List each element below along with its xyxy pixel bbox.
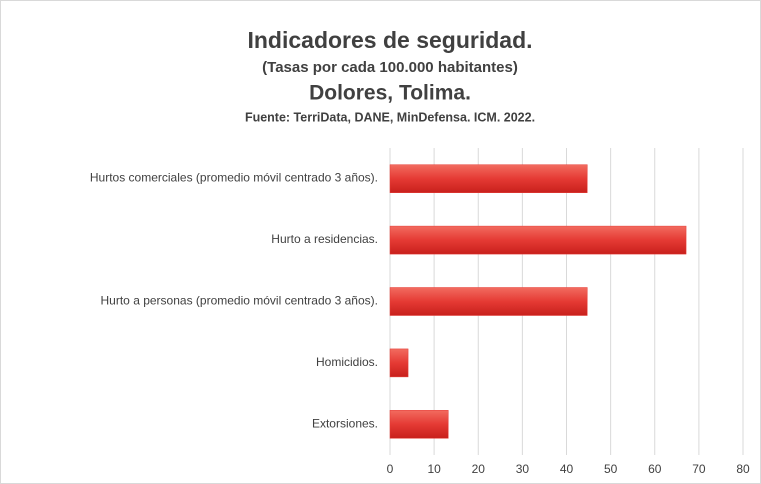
- x-tick-label: 30: [516, 462, 530, 476]
- x-tick-label: 40: [560, 462, 574, 476]
- chart-source: Fuente: TerriData, DANE, MinDefensa. ICM…: [245, 110, 535, 124]
- y-tick-label: Hurtos comerciales (promedio móvil centr…: [90, 171, 378, 185]
- x-tick-label: 50: [604, 462, 618, 476]
- chart-location: Dolores, Tolima.: [309, 82, 471, 105]
- x-tick-label: 60: [648, 462, 662, 476]
- bar: [389, 225, 687, 255]
- bar: [389, 410, 449, 439]
- x-tick-label: 80: [736, 462, 750, 476]
- chart-title: Indicadores de seguridad.: [247, 27, 532, 53]
- x-tick-label: 20: [472, 462, 486, 476]
- y-tick-label: Hurto a residencias.: [271, 232, 378, 246]
- bar: [389, 287, 588, 316]
- y-tick-label: Hurto a personas (promedio móvil centrad…: [101, 294, 378, 308]
- x-tick-label: 0: [387, 462, 394, 476]
- x-tick-label: 70: [692, 462, 706, 476]
- x-tick-label: 10: [427, 462, 441, 476]
- y-tick-label: Extorsiones.: [312, 416, 378, 430]
- y-tick-label: Homicidios.: [316, 355, 378, 369]
- bar: [389, 348, 409, 378]
- bar: [389, 164, 588, 193]
- chart-subtitle: (Tasas por cada 100.000 habitantes): [262, 59, 518, 76]
